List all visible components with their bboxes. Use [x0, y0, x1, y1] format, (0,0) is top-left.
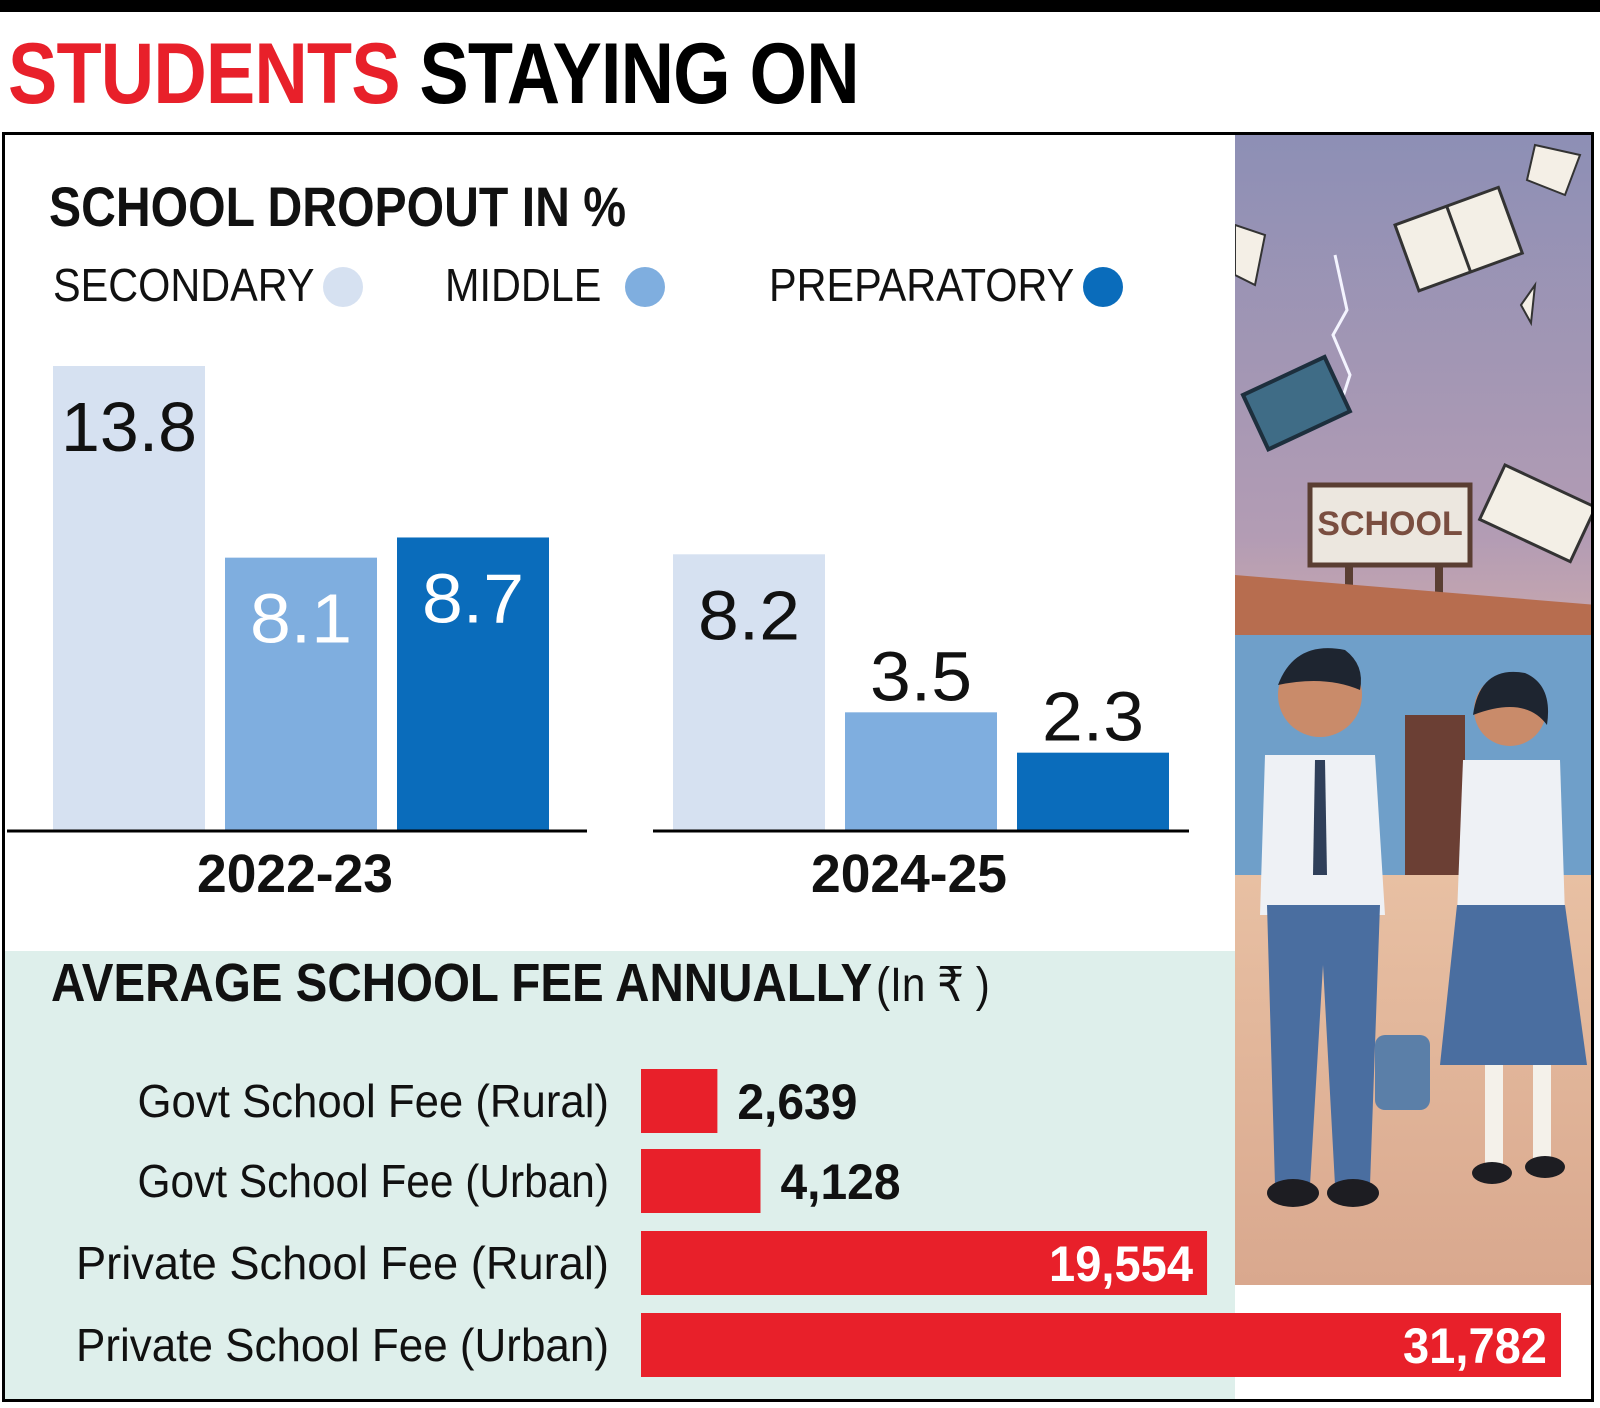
fee-chart-title: AVERAGE SCHOOL FEE ANNUALLY	[51, 953, 873, 1013]
fee-category-label: Private School Fee (Rural)	[76, 1237, 609, 1289]
dropout-legend: SECONDARY MIDDLE PREPARATORY	[53, 255, 1203, 315]
bar-2024-25-middle	[845, 712, 997, 830]
legend-swatch-secondary	[323, 267, 363, 307]
fee-chart-unit: (In ₹ )	[876, 959, 990, 1012]
bar-value-label: 8.7	[422, 559, 524, 637]
fee-category-label: Govt School Fee (Urban)	[138, 1155, 610, 1207]
legend-swatch-preparatory	[1083, 267, 1123, 307]
x-tick-label: 2024-25	[811, 844, 1007, 895]
fee-value-label: 4,128	[780, 1154, 900, 1210]
legend-label-middle: MIDDLE	[445, 259, 602, 311]
student-girl	[1440, 671, 1587, 1184]
fee-bar-private-school-fee-urban	[641, 1313, 1561, 1377]
fee-bar-govt-school-fee-rural	[641, 1069, 718, 1133]
legend-item-preparatory: PREPARATORY	[769, 255, 1108, 315]
infographic-frame: SCHOOL DROPOUT IN % SECONDARY MIDDLE PRE…	[2, 132, 1594, 1402]
dropout-chart-title: SCHOOL DROPOUT IN %	[49, 175, 627, 238]
school-students-illustration-icon: SCHOOL	[1235, 135, 1591, 1285]
x-tick-label: 2022-23	[197, 844, 393, 895]
legend-swatch-middle	[625, 267, 665, 307]
fee-value-label: 31,782	[1403, 1318, 1547, 1374]
fee-chart-title-row: AVERAGE SCHOOL FEE ANNUALLY (In ₹ )	[51, 953, 990, 1013]
fee-bar-govt-school-fee-urban	[641, 1149, 761, 1213]
fee-category-label: Private School Fee (Urban)	[76, 1319, 609, 1371]
legend-label-preparatory: PREPARATORY	[769, 259, 1075, 311]
fee-bar-chart: Govt School Fee (Rural) 2,639 Govt School …	[76, 1069, 1561, 1377]
bar-2024-25-secondary	[673, 554, 825, 830]
fee-value-label: 2,639	[737, 1074, 857, 1130]
school-sign-text: SCHOOL	[1317, 505, 1462, 543]
legend-item-secondary: SECONDARY	[53, 255, 344, 315]
fee-value-label: 19,554	[1049, 1236, 1193, 1292]
dropout-bar-chart: 13.8 8.1 8.7 2022-23 8.2 3.5 2.3 2024-25	[7, 366, 1189, 895]
student-boy	[1260, 648, 1430, 1207]
headline: STUDENTS STAYING ON	[8, 24, 860, 124]
bar-2024-25-preparatory	[1017, 752, 1169, 830]
fee-bar-private-school-fee-rural	[641, 1231, 1208, 1295]
bar-value-label: 3.5	[870, 637, 972, 715]
bar-value-label: 8.2	[698, 576, 800, 654]
legend-item-middle: MIDDLE	[445, 255, 619, 315]
bar-2022-23-middle	[225, 557, 377, 830]
legend-label-secondary: SECONDARY	[53, 259, 315, 311]
headline-red: STUDENTS	[8, 26, 401, 122]
bar-value-label: 8.1	[250, 580, 352, 658]
fee-category-label: Govt School Fee (Rural)	[138, 1075, 610, 1127]
top-rule	[0, 0, 1600, 12]
bar-2022-23-secondary	[53, 366, 205, 830]
bar-2022-23-preparatory	[397, 537, 549, 830]
headline-black: STAYING ON	[419, 26, 859, 122]
bar-value-label: 13.8	[61, 388, 197, 466]
bar-value-label: 2.3	[1042, 678, 1144, 756]
